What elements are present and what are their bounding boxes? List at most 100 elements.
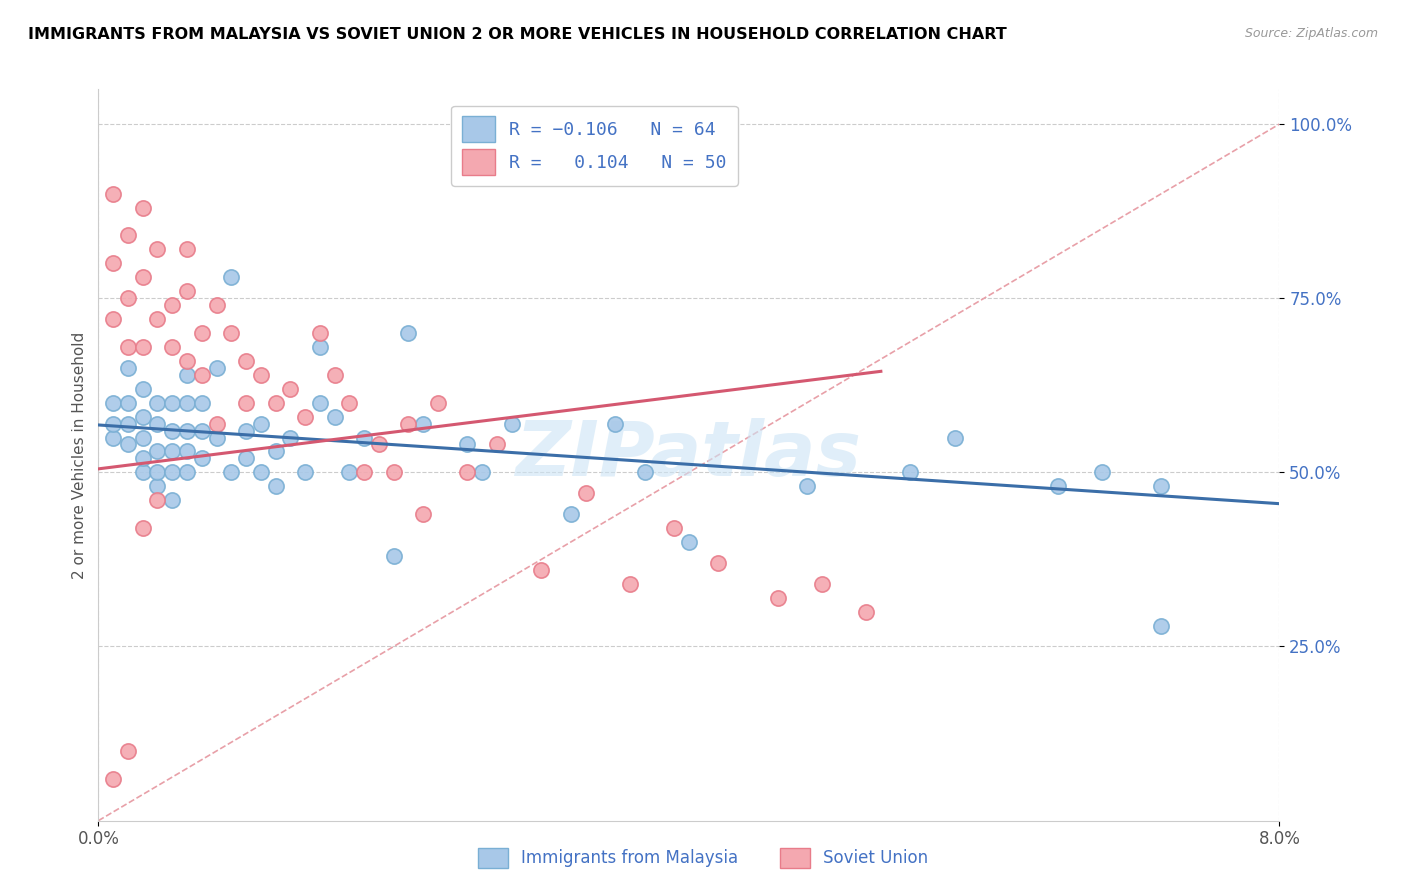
- Point: [117, 360, 139, 375]
- Point: [176, 466, 198, 480]
- Point: [264, 395, 287, 409]
- Point: [132, 451, 155, 466]
- Point: [132, 466, 155, 480]
- Point: [485, 437, 508, 451]
- Point: [278, 430, 301, 444]
- Point: [103, 312, 124, 326]
- Point: [191, 368, 214, 382]
- Point: [250, 417, 273, 431]
- Point: [162, 466, 183, 480]
- Point: [574, 486, 596, 500]
- Point: [605, 417, 627, 431]
- Point: [426, 395, 449, 409]
- Point: [530, 563, 553, 577]
- Point: [560, 507, 582, 521]
- Point: [162, 340, 183, 354]
- Point: [117, 744, 139, 758]
- Point: [146, 444, 169, 458]
- Point: [456, 466, 478, 480]
- Point: [264, 444, 287, 458]
- Point: [308, 395, 332, 409]
- Point: [176, 424, 198, 438]
- Point: [323, 368, 346, 382]
- Point: [176, 368, 198, 382]
- Point: [176, 354, 198, 368]
- Point: [205, 360, 228, 375]
- Point: [117, 395, 139, 409]
- Point: [162, 444, 183, 458]
- Point: [117, 340, 139, 354]
- Point: [162, 493, 183, 508]
- Point: [1150, 479, 1173, 493]
- Point: [353, 466, 375, 480]
- Point: [264, 479, 287, 493]
- Point: [1046, 479, 1069, 493]
- Point: [308, 340, 332, 354]
- Point: [250, 466, 273, 480]
- Point: [412, 417, 434, 431]
- Point: [619, 576, 641, 591]
- Point: [278, 382, 301, 396]
- Point: [117, 291, 139, 305]
- Point: [103, 417, 124, 431]
- Point: [162, 395, 183, 409]
- Point: [146, 395, 169, 409]
- Point: [337, 395, 360, 409]
- Point: [898, 466, 921, 480]
- Point: [132, 270, 155, 285]
- Point: [219, 270, 242, 285]
- Point: [707, 556, 730, 570]
- Point: [235, 395, 257, 409]
- Point: [501, 417, 523, 431]
- Point: [250, 368, 273, 382]
- Point: [191, 326, 214, 340]
- Point: [235, 424, 257, 438]
- Point: [103, 256, 124, 270]
- Point: [943, 430, 966, 444]
- Point: [633, 466, 655, 480]
- Point: [103, 430, 124, 444]
- Point: [353, 430, 375, 444]
- Point: [1150, 618, 1173, 632]
- Point: [382, 549, 405, 563]
- Point: [132, 521, 155, 535]
- Point: [176, 444, 198, 458]
- Legend: R = −0.106   N = 64, R =   0.104   N = 50: R = −0.106 N = 64, R = 0.104 N = 50: [451, 105, 738, 186]
- Point: [456, 437, 478, 451]
- Point: [664, 521, 686, 535]
- Point: [412, 507, 434, 521]
- Point: [176, 395, 198, 409]
- Text: IMMIGRANTS FROM MALAYSIA VS SOVIET UNION 2 OR MORE VEHICLES IN HOUSEHOLD CORRELA: IMMIGRANTS FROM MALAYSIA VS SOVIET UNION…: [28, 27, 1007, 42]
- Point: [205, 417, 228, 431]
- Point: [337, 466, 360, 480]
- Point: [235, 354, 257, 368]
- Point: [219, 466, 242, 480]
- Point: [132, 382, 155, 396]
- Point: [191, 395, 214, 409]
- Point: [367, 437, 389, 451]
- Text: ZIPatlas: ZIPatlas: [516, 418, 862, 491]
- Point: [810, 576, 832, 591]
- Point: [132, 340, 155, 354]
- Point: [205, 430, 228, 444]
- Point: [132, 201, 155, 215]
- Point: [294, 466, 316, 480]
- Y-axis label: 2 or more Vehicles in Household: 2 or more Vehicles in Household: [72, 331, 87, 579]
- Point: [103, 395, 124, 409]
- Legend: Immigrants from Malaysia, Soviet Union: Immigrants from Malaysia, Soviet Union: [471, 841, 935, 875]
- Point: [146, 417, 169, 431]
- Point: [382, 466, 405, 480]
- Point: [796, 479, 818, 493]
- Point: [766, 591, 789, 605]
- Point: [146, 312, 169, 326]
- Point: [117, 437, 139, 451]
- Point: [191, 451, 214, 466]
- Point: [396, 417, 419, 431]
- Point: [191, 424, 214, 438]
- Point: [308, 326, 332, 340]
- Point: [323, 409, 346, 424]
- Point: [146, 479, 169, 493]
- Point: [219, 326, 242, 340]
- Point: [235, 451, 257, 466]
- Point: [176, 284, 198, 298]
